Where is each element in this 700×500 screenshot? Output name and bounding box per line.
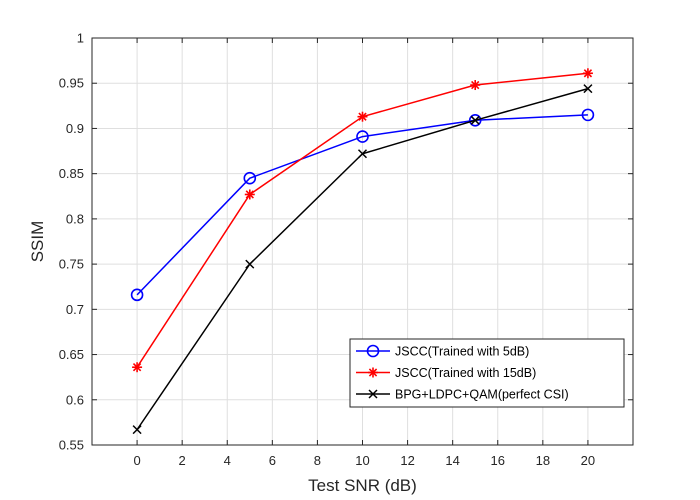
legend: JSCC(Trained with 5dB) JSCC(Trained with …: [349, 338, 625, 408]
x-tick-label: 16: [491, 453, 505, 468]
data-point: [357, 149, 368, 159]
x-tick-label: 6: [269, 453, 276, 468]
legend-marker: [366, 344, 380, 358]
legend-box: [349, 338, 625, 408]
marker-stroke: [357, 149, 368, 159]
y-tick-label: 0.65: [59, 347, 84, 362]
series-layer: [130, 68, 595, 435]
legend-item: JSCC(Trained with 15dB): [356, 366, 536, 380]
x-tick-label: 4: [224, 453, 231, 468]
legend-item: JSCC(Trained with 5dB): [356, 345, 529, 359]
marker-stroke: [132, 363, 142, 372]
x-tick-label: 10: [355, 453, 369, 468]
data-point: [130, 288, 144, 302]
x-tick-label: 2: [179, 453, 186, 468]
marker-stroke: [245, 259, 255, 269]
y-tick-label: 0.7: [66, 302, 84, 317]
marker-stroke: [132, 425, 142, 435]
y-tick-label: 0.55: [59, 438, 84, 453]
ticks: 0 2 4 6 8 10 12 14 16 18 20 0.55 0.6 0.65 0.7 0.75 0.8 0.…: [59, 31, 633, 468]
data-point: [357, 111, 368, 122]
x-tick-label: 8: [314, 453, 321, 468]
legend-label: JSCC(Trained with 15dB): [395, 366, 536, 380]
marker-stroke: [471, 80, 480, 90]
data-point: [243, 171, 257, 185]
x-tick-label: 12: [400, 453, 414, 468]
y-axis-title: SSIM: [28, 221, 47, 263]
x-tick-label: 18: [536, 453, 550, 468]
data-point: [582, 68, 593, 79]
legend-marker: [368, 389, 378, 399]
data-point: [470, 115, 480, 125]
data-point: [132, 362, 143, 373]
marker-stroke: [245, 190, 254, 199]
series-1: [130, 108, 595, 302]
x-tick-label: 14: [445, 453, 459, 468]
y-tick-label: 0.85: [59, 166, 84, 181]
data-point: [245, 259, 255, 269]
y-tick-label: 0.75: [59, 257, 84, 272]
marker-stroke: [358, 112, 367, 121]
data-point: [470, 80, 481, 91]
legend-label: BPG+LDPC+QAM(perfect CSI): [395, 388, 569, 402]
series-3: [132, 84, 593, 435]
marker-stroke: [368, 389, 378, 399]
marker-stroke: [583, 69, 593, 78]
legend-item: BPG+LDPC+QAM(perfect CSI): [356, 388, 569, 402]
data-point: [581, 108, 595, 122]
data-point: [356, 130, 369, 143]
y-tick-label: 1: [77, 31, 84, 46]
series-line: [136, 114, 588, 296]
legend-marker: [368, 367, 378, 378]
x-tick-label: 0: [133, 453, 140, 468]
data-point: [468, 114, 482, 127]
y-tick-label: 0.9: [66, 121, 84, 136]
y-tick-label: 0.95: [59, 76, 84, 91]
data-point: [244, 189, 255, 200]
x-tick-label: 20: [581, 453, 595, 468]
x-axis-title: Test SNR (dB): [308, 476, 417, 495]
marker-stroke: [583, 84, 593, 94]
y-tick-label: 0.8: [66, 211, 84, 226]
marker-stroke: [470, 115, 480, 125]
legend-label: JSCC(Trained with 5dB): [395, 345, 529, 359]
marker-stroke: [368, 368, 378, 377]
data-point: [132, 425, 142, 435]
y-tick-label: 0.6: [66, 392, 84, 407]
data-point: [583, 84, 593, 94]
series-2: [132, 68, 593, 373]
